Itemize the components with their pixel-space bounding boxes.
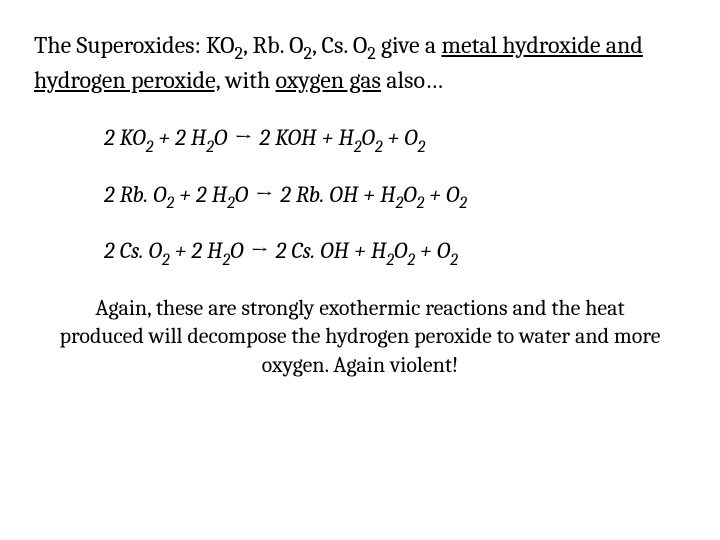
equations-block: 2 KO2 + 2 H2O → 2 KOH + H2O2 + O2 2 Rb. … [104, 124, 686, 269]
eq1-a2: + 2 H [153, 124, 206, 151]
eq1-b1: 2 KOH + H [254, 124, 354, 151]
eq1-b1t: O [361, 124, 374, 151]
eq3-b2s: 2 [450, 251, 458, 270]
intro-with: with [220, 66, 276, 94]
arrow-icon: → [253, 181, 275, 209]
intro-tail: also… [381, 66, 443, 94]
closing-paragraph: Again, these are strongly exothermic rea… [34, 294, 686, 380]
intro-underline-2: oxygen gas [276, 66, 381, 94]
eq1-b2: + O [382, 124, 417, 151]
eq1-a2t: O [214, 124, 232, 151]
intro-sx3-sub: 2 [367, 43, 376, 64]
eq2-a2s: 2 [227, 194, 235, 213]
eq1-b1s: 2 [354, 138, 362, 157]
intro-lead: The Superoxides: [34, 31, 206, 59]
eq2-a1s: 2 [167, 194, 175, 213]
eq1-a2s: 2 [206, 138, 214, 157]
intro-sx2-sub: 2 [304, 43, 313, 64]
equation-1: 2 KO2 + 2 H2O → 2 KOH + H2O2 + O2 [104, 124, 686, 156]
arrow-icon: → [249, 237, 271, 265]
equation-2: 2 Rb. O2 + 2 H2O → 2 Rb. OH + H2O2 + O2 [104, 181, 686, 213]
eq3-b1s2: 2 [407, 251, 415, 270]
eq2-b1s: 2 [396, 194, 404, 213]
intro-paragraph: The Superoxides: KO2, Rb. O2, Cs. O2 giv… [34, 30, 686, 96]
eq2-b2s: 2 [459, 194, 467, 213]
eq3-a2s: 2 [223, 251, 231, 270]
eq1-a1: 2 KO [104, 124, 146, 151]
eq2-b1t: O [403, 181, 416, 208]
intro-sx2-pre: , Rb. O [243, 31, 304, 59]
intro-sx1: KO [206, 31, 235, 59]
eq1-a1s: 2 [146, 138, 154, 157]
arrow-icon: → [232, 124, 254, 152]
eq2-b1s2: 2 [417, 194, 425, 213]
eq3-b1s: 2 [386, 251, 394, 270]
eq3-b1t: O [394, 237, 407, 264]
intro-give: give a [376, 31, 442, 59]
eq2-b2: + O [424, 181, 459, 208]
slide-container: The Superoxides: KO2, Rb. O2, Cs. O2 giv… [0, 0, 720, 540]
eq2-a1: 2 Rb. O [104, 181, 167, 208]
intro-sx3-pre: , Cs. O [312, 31, 367, 59]
intro-sx1-sub: 2 [234, 43, 243, 64]
eq1-b2s: 2 [418, 138, 426, 157]
eq3-b2: + O [415, 237, 450, 264]
eq2-b1: 2 Rb. OH + H [275, 181, 395, 208]
eq3-a1s: 2 [162, 251, 170, 270]
eq2-a2t: O [235, 181, 253, 208]
eq3-a2: + 2 H [170, 237, 223, 264]
equation-3: 2 Cs. O2 + 2 H2O → 2 Cs. OH + H2O2 + O2 [104, 237, 686, 269]
eq1-b1s2: 2 [375, 138, 383, 157]
eq2-a2: + 2 H [174, 181, 227, 208]
eq3-b1: 2 Cs. OH + H [271, 237, 387, 264]
eq3-a2t: O [230, 237, 248, 264]
eq3-a1: 2 Cs. O [104, 237, 162, 264]
